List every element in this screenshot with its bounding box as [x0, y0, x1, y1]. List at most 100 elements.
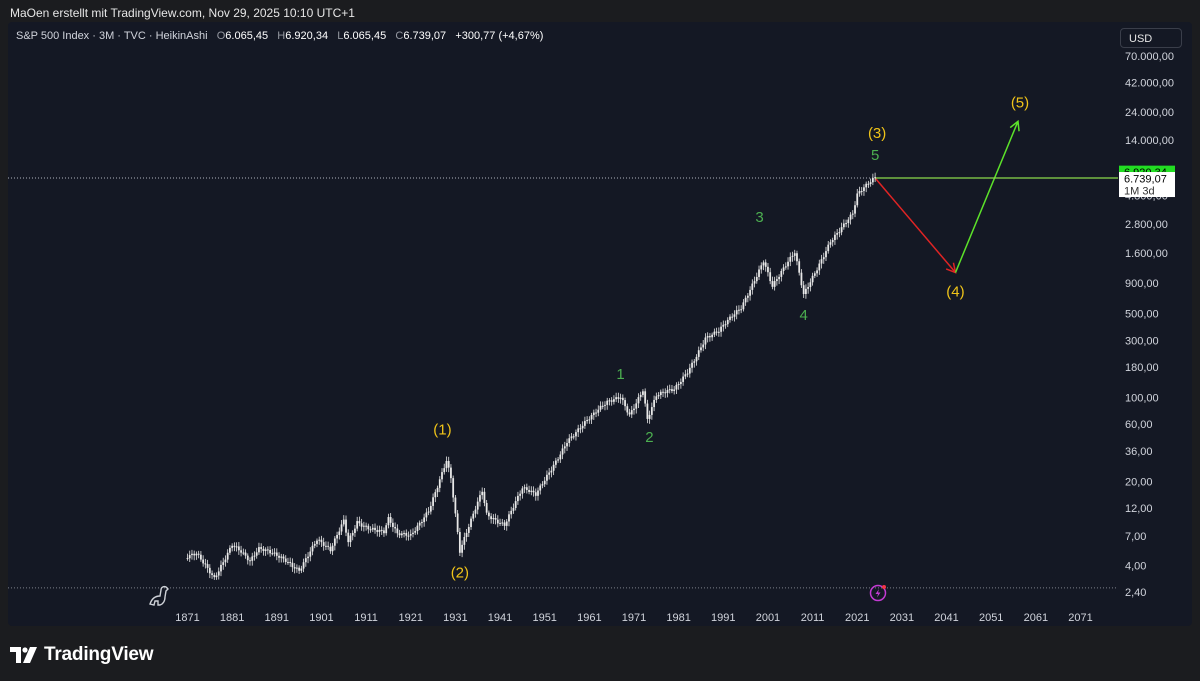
candle-body [738, 309, 740, 311]
candle-body [780, 270, 783, 277]
candle-body [595, 412, 597, 414]
close-value: 6.739,07 [403, 30, 447, 42]
candle-body [412, 532, 414, 535]
candle [764, 259, 767, 272]
candle-body [700, 347, 702, 351]
candle-body [441, 472, 443, 480]
candle [186, 553, 189, 561]
candle-body [838, 232, 841, 234]
candle [541, 481, 544, 489]
candle [738, 305, 740, 315]
candle [711, 332, 714, 341]
candle [383, 527, 385, 537]
x-tick-label: 1931 [443, 612, 467, 624]
candle-body [237, 546, 240, 551]
candle-body [458, 532, 461, 553]
candle-body [615, 397, 618, 400]
candle [811, 272, 814, 286]
candle-body [311, 545, 314, 552]
candle-body [325, 545, 327, 547]
candle-body [679, 381, 682, 385]
x-tick-label: 2011 [801, 612, 825, 624]
wave-label-minor: 3 [755, 209, 763, 226]
candle-body [758, 269, 760, 277]
candle [800, 269, 803, 289]
candle [751, 279, 754, 295]
candle-body [508, 514, 510, 522]
candle [595, 408, 597, 418]
candle [351, 530, 354, 541]
candle-body [784, 266, 787, 268]
candle-body [648, 414, 651, 419]
candle-body [798, 261, 801, 273]
candle [481, 487, 484, 500]
candle-body [269, 550, 272, 554]
lightning-alert-icon[interactable] [869, 584, 887, 602]
candle [371, 524, 374, 532]
candle-body [380, 529, 383, 531]
candle [782, 264, 785, 275]
candle-body [816, 270, 818, 274]
candle [554, 457, 557, 469]
candle [514, 496, 517, 511]
candle [635, 398, 638, 414]
candle-body [537, 490, 539, 496]
candle-body [702, 344, 705, 348]
candle-body [577, 428, 580, 433]
candle-body [291, 562, 294, 568]
candle-body [583, 421, 586, 426]
candle-body [331, 545, 334, 552]
candle-body [476, 501, 479, 510]
candle [780, 268, 783, 282]
candle [709, 333, 711, 342]
candle-body [601, 405, 604, 407]
candle-body [407, 535, 410, 537]
candle [570, 433, 573, 441]
tradingview-logo[interactable]: TradingView [10, 644, 154, 666]
candle-body [865, 183, 868, 188]
snapshot-credit: MaOen erstellt mit TradingView.com, Nov … [10, 6, 355, 20]
candle [452, 475, 455, 503]
candle [503, 519, 506, 531]
candle-body [512, 507, 515, 511]
y-tick-label: 60,00 [1125, 419, 1153, 431]
candle-body [229, 547, 231, 553]
candle [204, 558, 207, 569]
currency-button[interactable]: USD [1120, 28, 1182, 48]
y-tick-label: 20,00 [1125, 476, 1153, 488]
candle [398, 529, 401, 539]
candle-body [202, 559, 205, 564]
candle [849, 212, 852, 225]
candle-body [374, 527, 376, 531]
candle [472, 510, 475, 522]
candle-body [659, 391, 662, 396]
candle [818, 259, 821, 275]
candle-body [845, 223, 847, 225]
candle-body [262, 548, 265, 551]
candle-body [668, 389, 671, 391]
candle [508, 510, 510, 527]
top-bar: MaOen erstellt mit TradingView.com, Nov … [0, 0, 1200, 22]
change-value: +300,77 (+4,67%) [455, 30, 544, 42]
candle [653, 395, 655, 412]
candle-body [684, 374, 687, 377]
candle [391, 518, 394, 532]
candle-body [519, 493, 522, 496]
candle [863, 184, 865, 196]
x-tick-label: 2051 [979, 612, 1003, 624]
chart-panel[interactable]: (1) (2) (3) (4) (5) 1 2 3 4 5 1871 1881 1891 1901 191… [8, 22, 1192, 626]
candle [237, 541, 240, 555]
chart-svg[interactable]: (1) (2) (3) (4) (5) 1 2 3 4 5 1871 1881 1891 1901 191… [8, 22, 1192, 626]
candle-body [369, 529, 372, 531]
candle-body [791, 255, 794, 257]
candle-body [345, 519, 347, 533]
candle [791, 251, 794, 262]
candle [345, 515, 347, 537]
y-tick-label: 300,00 [1125, 335, 1159, 347]
candle-body [722, 324, 725, 327]
candle [581, 421, 584, 433]
candle [367, 523, 370, 534]
candle-body [387, 517, 390, 526]
candle [543, 476, 546, 488]
candle [579, 424, 582, 434]
